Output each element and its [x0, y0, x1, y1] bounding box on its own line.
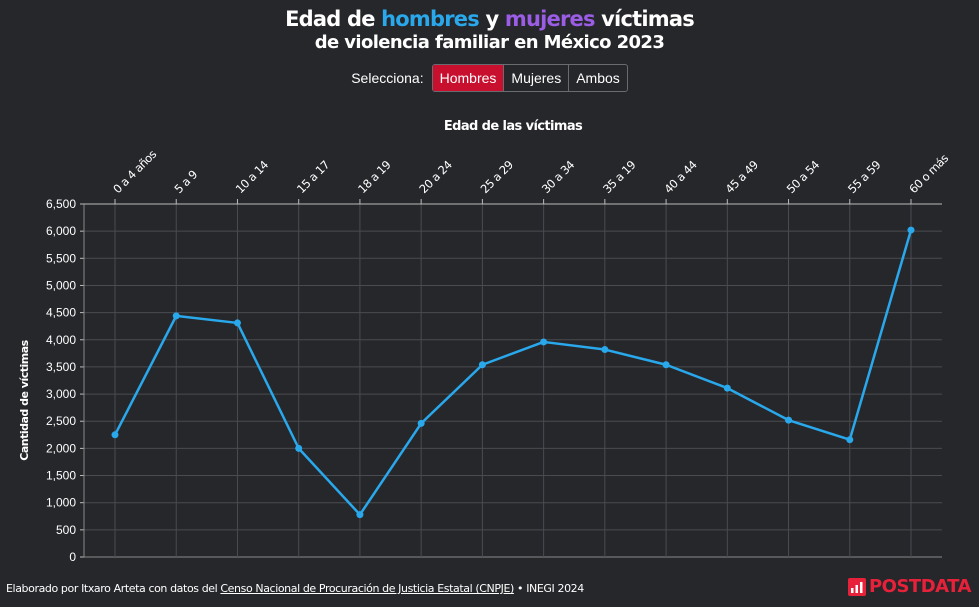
- data-point: [172, 312, 180, 320]
- data-point: [785, 416, 793, 424]
- y-tick-label: 500: [56, 523, 76, 537]
- x-tick-label: 30 a 34: [539, 158, 577, 196]
- x-tick-label: 10 a 14: [233, 158, 271, 196]
- data-point: [540, 338, 548, 346]
- y-tick-label: 6,500: [46, 197, 76, 211]
- y-tick-label: 5,500: [46, 251, 76, 265]
- x-tick-label: 25 a 29: [478, 158, 516, 196]
- x-tick-label: 15 a 17: [294, 158, 332, 196]
- mujeres-button[interactable]: Mujeres: [503, 65, 568, 91]
- data-point: [111, 431, 119, 439]
- footer-prefix: Elaborado por Itxaro Arteta con datos de…: [6, 582, 221, 595]
- x-tick-label: 50 a 54: [784, 158, 822, 196]
- data-point: [417, 419, 425, 427]
- y-tick-label: 2,000: [46, 441, 76, 455]
- selector-button-group: Hombres Mujeres Ambos: [431, 64, 628, 92]
- footer-credit: Elaborado por Itxaro Arteta con datos de…: [6, 582, 584, 595]
- x-tick-label: 40 a 44: [661, 158, 699, 196]
- x-axis-title: Edad de las víctimas: [444, 119, 583, 134]
- x-tick-label: 20 a 24: [416, 158, 454, 196]
- x-tick-label: 60 o más: [906, 151, 951, 196]
- y-tick-label: 1,500: [46, 469, 76, 483]
- title-part-3: y: [478, 7, 505, 31]
- hombres-button[interactable]: Hombres: [432, 65, 504, 91]
- data-point: [723, 384, 731, 392]
- footer-suffix: • INEGI 2024: [513, 582, 584, 595]
- title-women: mujeres: [504, 7, 596, 31]
- series-line-hombres: [113, 229, 913, 516]
- chart-subtitle: de violencia familiar en México 2023: [314, 32, 665, 53]
- source-link[interactable]: Censo Nacional de Procuración de Justici…: [220, 582, 514, 595]
- data-point: [907, 226, 915, 234]
- y-tick-label: 3,000: [46, 387, 76, 401]
- x-tick-label: 5 a 9: [171, 167, 200, 196]
- x-tick-label: 55 a 59: [845, 158, 883, 196]
- y-axis-title: Cantidad de víctimas: [18, 339, 31, 460]
- data-point: [846, 436, 854, 444]
- series-selector: Selecciona: Hombres Mujeres Ambos: [0, 64, 979, 92]
- y-tick-label: 3,500: [46, 360, 76, 374]
- data-point: [662, 361, 670, 369]
- x-tick-label: 0 a 4 años: [110, 147, 159, 196]
- y-tick-label: 0: [69, 550, 76, 564]
- x-tick-label: 18 a 19: [355, 158, 393, 196]
- data-point: [295, 444, 303, 452]
- ambos-button[interactable]: Ambos: [568, 65, 627, 91]
- y-tick-label: 2,500: [46, 414, 76, 428]
- y-tick-label: 6,000: [46, 224, 76, 238]
- title-part-1: Edad de: [285, 7, 382, 31]
- postdata-logo: POSTDATA: [847, 576, 972, 597]
- y-tick-label: 4,500: [46, 306, 76, 320]
- bar-chart-icon: [847, 577, 866, 596]
- x-tick-label: 35 a 19: [600, 158, 638, 196]
- x-tick-label: 45 a 49: [723, 158, 761, 196]
- title-men: hombres: [381, 7, 480, 31]
- y-tick-label: 5,000: [46, 278, 76, 292]
- brand-name: POSTDATA: [868, 576, 972, 597]
- y-tick-label: 4,000: [46, 333, 76, 347]
- data-point: [601, 346, 609, 354]
- data-point: [233, 319, 241, 327]
- chart-title: Edad de hombres y mujeres víctimas: [0, 6, 979, 32]
- data-point: [478, 361, 486, 369]
- title-part-5: víctimas: [594, 7, 695, 31]
- selector-label: Selecciona:: [351, 70, 424, 86]
- data-point: [356, 511, 364, 519]
- y-tick-label: 1,000: [46, 496, 76, 510]
